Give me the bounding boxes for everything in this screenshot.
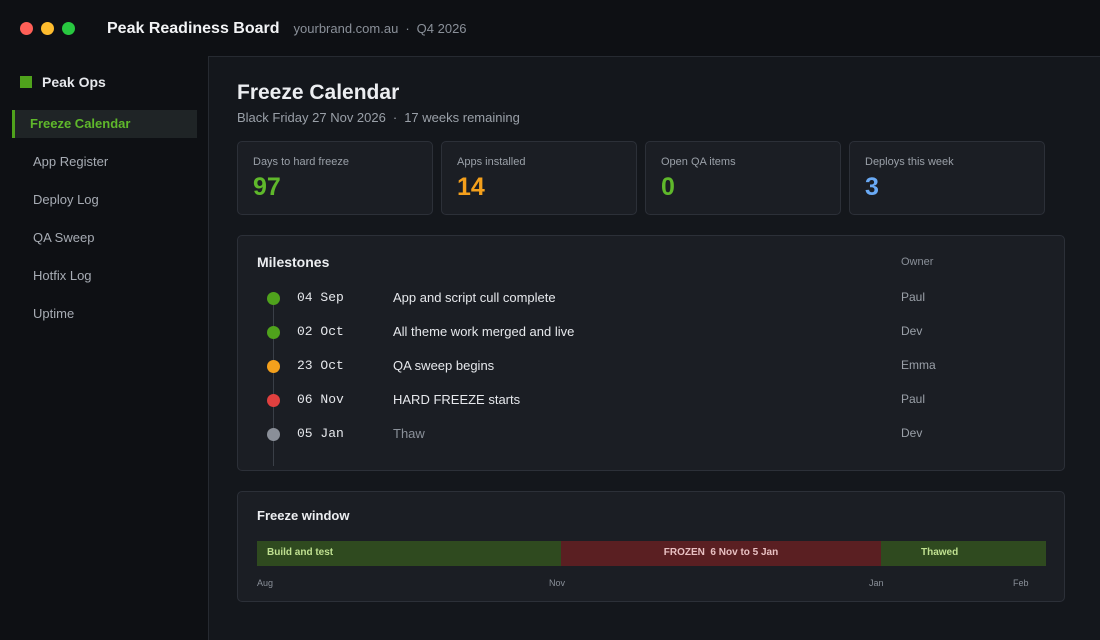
- milestone-date: 05 Jan: [297, 426, 344, 441]
- milestone-description: Thaw: [393, 426, 425, 441]
- milestone-owner: Paul: [901, 290, 926, 304]
- segment-thawed: Thawed: [881, 541, 1046, 566]
- milestone-description: App and script cull complete: [393, 290, 556, 305]
- sidebar-item-qa-sweep[interactable]: QA Sweep: [33, 230, 95, 245]
- milestone-owner: Emma: [901, 358, 936, 372]
- event-date: Black Friday 27 Nov 2026: [237, 110, 386, 125]
- sidebar-item-freeze-calendar[interactable]: Freeze Calendar: [12, 110, 197, 138]
- sidebar-nav: Freeze Calendar App Register Deploy Log …: [12, 110, 197, 338]
- timeline-tick: Jan: [869, 578, 884, 588]
- stat-label: Open QA items: [661, 156, 736, 168]
- title-bar: Peak Readiness Board yourbrand.com.au · Q4…: [0, 0, 1100, 57]
- milestone-description: QA sweep begins: [393, 358, 495, 373]
- meta-separator: ·: [405, 21, 410, 36]
- owner-column-header: Owner: [901, 256, 934, 268]
- milestone-owner: Dev: [901, 324, 923, 338]
- timeline-tick: Nov: [549, 578, 566, 588]
- sidebar-item-hotfix-log[interactable]: Hotfix Log: [33, 268, 92, 283]
- brand-label: Peak Ops: [42, 74, 106, 90]
- stat-value: 3: [865, 173, 879, 201]
- main-content: Freeze Calendar Black Friday 27 Nov 2026…: [208, 56, 1100, 640]
- freeze-timeline-bar: Build and test FROZEN 6 Nov to 5 Jan Tha…: [257, 541, 1046, 566]
- domain-label: yourbrand.com.au: [293, 21, 399, 36]
- timeline-line: [273, 298, 274, 466]
- milestone-owner: Dev: [901, 426, 923, 440]
- timeline-tick: Aug: [257, 578, 274, 588]
- freeze-window-title: Freeze window: [257, 508, 350, 523]
- status-dot-icon: [267, 394, 280, 407]
- sidebar-item-deploy-log[interactable]: Deploy Log: [33, 192, 99, 207]
- sidebar-item-app-register[interactable]: App Register: [33, 154, 109, 169]
- app-meta: yourbrand.com.au · Q4 2026: [294, 21, 467, 36]
- stat-cards: Days to hard freeze 97 Apps installed 14…: [237, 141, 1045, 215]
- stat-label: Deploys this week: [865, 156, 954, 168]
- window-controls: [20, 22, 75, 35]
- page-subtitle: Black Friday 27 Nov 2026 · 17 weeks remain…: [237, 110, 520, 125]
- period-label: Q4 2026: [416, 21, 467, 36]
- milestone-date: 02 Oct: [297, 324, 344, 339]
- stat-card-apps-installed: Apps installed 14: [441, 141, 637, 215]
- stat-value: 0: [661, 173, 675, 201]
- stat-value: 97: [253, 173, 281, 201]
- milestone-date: 04 Sep: [297, 290, 344, 305]
- milestones-card: Milestones Owner 04 Sep App and script c…: [237, 235, 1065, 471]
- freeze-window-card: Freeze window Build and test FROZEN 6 No…: [237, 491, 1065, 602]
- milestone-owner: Paul: [901, 392, 926, 406]
- brand-square-icon: [20, 76, 32, 88]
- app-title: Peak Readiness Board: [107, 19, 280, 37]
- stat-label: Apps installed: [457, 156, 526, 168]
- segment-frozen: FROZEN 6 Nov to 5 Jan: [561, 541, 881, 566]
- status-dot-icon: [267, 292, 280, 305]
- maximize-window-button[interactable]: [62, 22, 75, 35]
- stat-card-open-qa: Open QA items 0: [645, 141, 841, 215]
- milestone-row: 04 Sep App and script cull complete Paul: [238, 288, 1064, 308]
- milestones-title: Milestones: [257, 254, 330, 270]
- milestone-description: All theme work merged and live: [393, 324, 575, 339]
- segment-build-and-test: Build and test: [257, 541, 561, 566]
- minimize-window-button[interactable]: [41, 22, 54, 35]
- subtitle-separator: ·: [392, 110, 398, 125]
- timeline-tick: Feb: [1013, 578, 1029, 588]
- milestone-description: HARD FREEZE starts: [393, 392, 521, 407]
- sidebar-item-uptime[interactable]: Uptime: [33, 306, 75, 321]
- status-dot-icon: [267, 428, 280, 441]
- stat-card-days-to-freeze: Days to hard freeze 97: [237, 141, 433, 215]
- weeks-remaining: 17 weeks remaining: [404, 110, 520, 125]
- stat-value: 14: [457, 173, 485, 201]
- milestone-date: 06 Nov: [297, 392, 344, 407]
- stat-card-deploys: Deploys this week 3: [849, 141, 1045, 215]
- status-dot-icon: [267, 360, 280, 373]
- sidebar: Peak Ops Freeze Calendar App Register De…: [0, 57, 208, 640]
- close-window-button[interactable]: [20, 22, 33, 35]
- stat-label: Days to hard freeze: [253, 156, 349, 168]
- status-dot-icon: [267, 326, 280, 339]
- milestone-row: 06 Nov HARD FREEZE starts Paul: [238, 390, 1064, 410]
- milestone-date: 23 Oct: [297, 358, 344, 373]
- milestone-row: 05 Jan Thaw Dev: [238, 424, 1064, 444]
- brand: Peak Ops: [20, 74, 106, 90]
- milestone-row: 23 Oct QA sweep begins Emma: [238, 356, 1064, 376]
- page-title: Freeze Calendar: [237, 81, 400, 104]
- milestone-row: 02 Oct All theme work merged and live De…: [238, 322, 1064, 342]
